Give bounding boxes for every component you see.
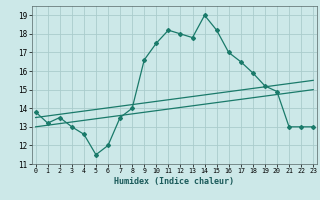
X-axis label: Humidex (Indice chaleur): Humidex (Indice chaleur) bbox=[115, 177, 234, 186]
